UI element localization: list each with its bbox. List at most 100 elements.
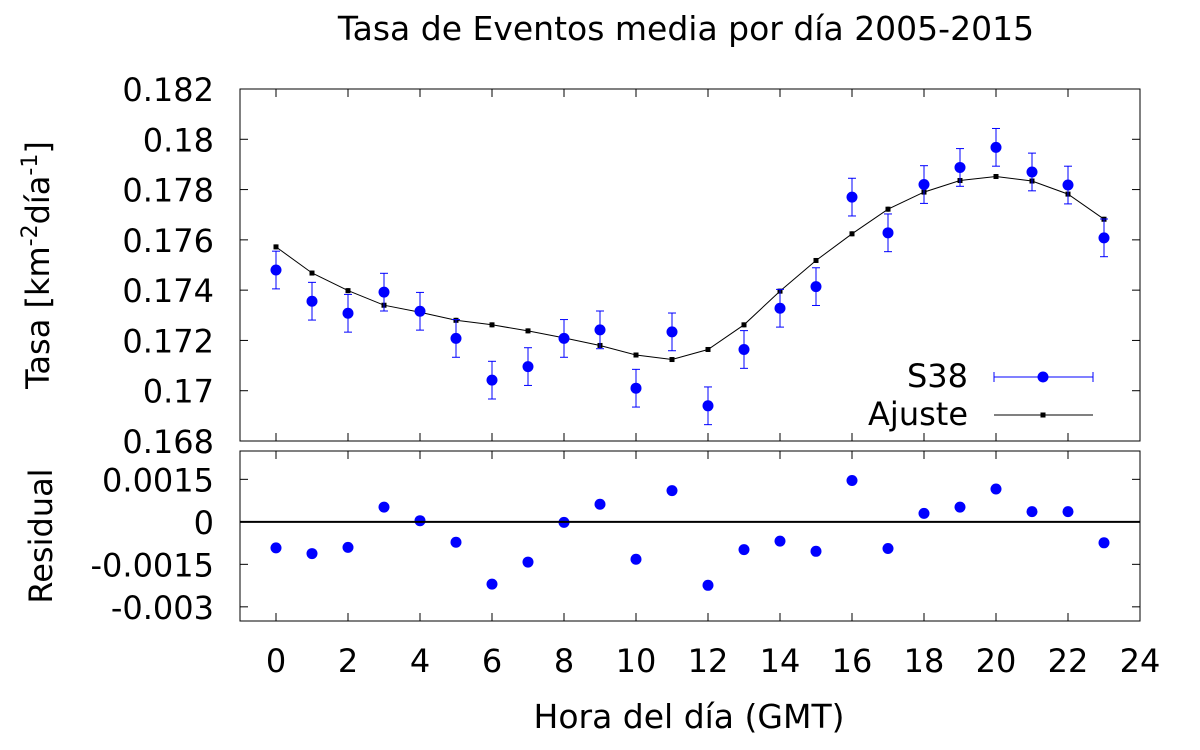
s38-point — [1098, 232, 1110, 244]
s38-point — [378, 286, 390, 298]
x-tick-label: 24 — [1120, 642, 1161, 680]
legend-label-s38: S38 — [907, 357, 968, 395]
s38-point — [486, 374, 498, 386]
s38-point — [414, 305, 426, 317]
s38-point — [918, 179, 930, 191]
ajuste-line — [275, 175, 1105, 361]
residual-point — [378, 501, 390, 513]
residual-point — [306, 548, 318, 560]
upper-y-tick-label: 0.17 — [143, 373, 214, 411]
upper-y-axis-label-exp2: -1 — [18, 154, 43, 176]
chart-title: Tasa de Eventos media por día 2005-2015 — [337, 9, 1034, 48]
s38-point — [558, 332, 570, 344]
s38-point — [738, 343, 750, 355]
x-tick-label: 0 — [266, 642, 286, 680]
upper-y-axis-label-end: ] — [19, 141, 57, 153]
ajuste-point — [345, 288, 351, 294]
lower-plot-frame — [239, 450, 1141, 622]
upper-y-axis-label: Tasa [km-2día-1] — [18, 141, 57, 390]
residual-point — [270, 542, 282, 554]
s38-point — [810, 281, 822, 293]
upper-y-tick-label: 0.18 — [143, 121, 214, 159]
ajuste-point — [849, 231, 855, 237]
upper-y-axis-label-mid: día — [19, 176, 57, 225]
ajuste-point — [813, 257, 819, 263]
residual-point — [414, 515, 426, 527]
residual-point — [954, 501, 966, 513]
residual-point — [486, 578, 498, 590]
lower-y-tick-label: -0.0015 — [90, 546, 214, 584]
upper-y-ticks: 0.168 0.17 0.172 0.174 0.176 0.178 0.18 0.182 — [122, 71, 1140, 461]
x-tick-label: 12 — [688, 642, 729, 680]
upper-plot-frame — [239, 88, 1141, 442]
x-tick-label: 22 — [1048, 642, 1089, 680]
x-tick-label: 8 — [554, 642, 574, 680]
s38-point — [846, 191, 858, 203]
s38-point — [522, 361, 534, 373]
x-tick-label: 6 — [482, 642, 502, 680]
residual-point — [594, 498, 606, 510]
ajuste-point — [633, 352, 639, 358]
ajuste-point — [993, 173, 999, 179]
residual-point — [1098, 537, 1110, 549]
lower-y-axis-label: Residual — [22, 468, 60, 603]
x-axis-label: Hora del día (GMT) — [534, 697, 845, 736]
residual-point — [522, 556, 534, 568]
upper-y-tick-label: 0.182 — [122, 71, 214, 109]
ajuste-point — [309, 270, 315, 276]
s38-point — [774, 302, 786, 314]
upper-y-tick-label: 0.168 — [122, 423, 214, 461]
s38-point — [1062, 179, 1074, 191]
legend-symbol-ajuste — [994, 412, 1093, 418]
x-tick-label: 2 — [338, 642, 358, 680]
s38-point — [342, 307, 354, 319]
ajuste-point — [705, 346, 711, 352]
upper-y-tick-label: 0.172 — [122, 322, 214, 360]
series-s38 — [270, 127, 1110, 426]
ajuste-point — [489, 322, 495, 328]
residual-point — [774, 535, 786, 547]
x-tick-label: 4 — [410, 642, 430, 680]
upper-y-tick-label: 0.174 — [122, 272, 214, 310]
residual-point — [810, 545, 822, 557]
x-tick-label: 14 — [760, 642, 801, 680]
residual-point — [846, 474, 858, 486]
upper-y-tick-label: 0.176 — [122, 222, 214, 260]
s38-point — [666, 326, 678, 338]
s38-point — [882, 227, 894, 239]
s38-point — [450, 332, 462, 344]
s38-point — [270, 264, 282, 276]
ajuste-point — [525, 328, 531, 334]
legend-label-ajuste: Ajuste — [868, 395, 968, 433]
residual-point — [702, 579, 714, 591]
residual-point — [882, 542, 894, 554]
residual-point — [918, 507, 930, 519]
s38-point — [702, 400, 714, 412]
residual-point — [450, 536, 462, 548]
x-tick-label: 18 — [904, 642, 945, 680]
x-tick-label: 20 — [976, 642, 1017, 680]
residual-point — [738, 544, 750, 556]
s38-point — [990, 141, 1002, 153]
x-axis-ticks: 0 2 4 6 8 10 12 14 16 18 20 22 24 — [266, 89, 1161, 680]
ajuste-point — [741, 322, 747, 328]
lower-y-ticks: -0.003 -0.0015 0 0.0015 — [90, 461, 1140, 627]
s38-point — [630, 382, 642, 394]
ajuste-point — [669, 357, 675, 363]
legend: S38 Ajuste — [868, 357, 1094, 433]
s38-point — [954, 161, 966, 173]
residual-point — [1026, 506, 1038, 518]
x-tick-label: 10 — [616, 642, 657, 680]
ajuste-point — [273, 244, 279, 250]
lower-y-tick-label: 0.0015 — [102, 461, 214, 499]
ajuste-point — [885, 206, 891, 212]
residual-point — [1062, 506, 1074, 518]
residual-point — [630, 553, 642, 565]
lower-y-tick-label: -0.003 — [111, 589, 214, 627]
legend-symbol-s38 — [993, 371, 1094, 383]
s38-point — [1026, 166, 1038, 178]
residual-point — [342, 541, 354, 553]
upper-y-tick-label: 0.178 — [122, 172, 214, 210]
